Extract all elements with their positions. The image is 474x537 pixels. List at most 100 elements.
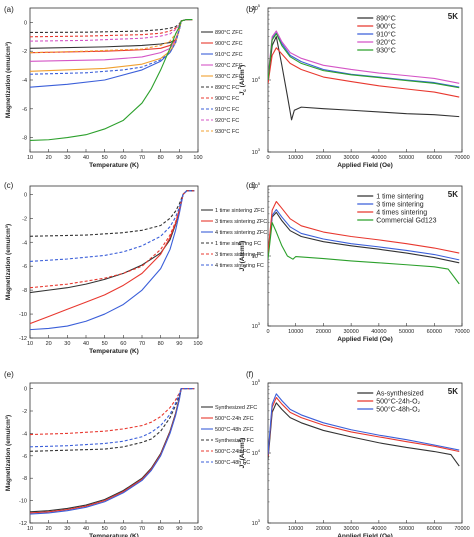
y-label-main: J bbox=[239, 464, 246, 468]
panel-letter-f: (f) bbox=[246, 370, 254, 379]
y-tick-label: -6 bbox=[22, 264, 27, 270]
y-tick-label: -4 bbox=[22, 78, 27, 84]
x-tick-label: 30 bbox=[64, 155, 70, 161]
legend-label: 500°C-48h-O₂ bbox=[376, 406, 420, 414]
x-tick-label: 0 bbox=[266, 155, 269, 161]
legend-label: 910°C ZFC bbox=[215, 52, 243, 58]
panel-letter-b: (b) bbox=[246, 5, 256, 14]
series-line bbox=[30, 190, 195, 289]
y-tick-label: -2 bbox=[22, 216, 27, 222]
y-tick-label: -12 bbox=[19, 336, 27, 342]
x-tick-label: 40 bbox=[83, 341, 89, 347]
x-tick-label: 50000 bbox=[399, 155, 414, 161]
y-tick-base: 10 bbox=[252, 451, 258, 457]
y-tick-label: -6 bbox=[22, 107, 27, 113]
legend-label: 930°C bbox=[376, 47, 396, 55]
y-tick-exp: 3 bbox=[258, 147, 261, 152]
x-axis-label: Applied Field (Oe) bbox=[337, 336, 393, 343]
y-tick-label: 105 bbox=[252, 181, 261, 190]
legend-label: 1 time sintering ZFC bbox=[215, 208, 265, 214]
x-tick-label: 40 bbox=[83, 155, 89, 161]
series-line bbox=[268, 200, 460, 254]
series-line bbox=[268, 47, 460, 98]
y-tick-base: 10 bbox=[252, 521, 258, 527]
legend-label: 500°C-24h ZFC bbox=[215, 416, 254, 422]
x-tick-label: 30000 bbox=[343, 526, 358, 532]
x-tick-label: 20000 bbox=[316, 155, 331, 161]
x-tick-label: 60000 bbox=[427, 526, 442, 532]
x-tick-label: 100 bbox=[193, 155, 202, 161]
legend-label: 920°C FC bbox=[215, 118, 239, 124]
x-tick-label: 50000 bbox=[399, 329, 414, 335]
panel-b: 0 10000 20000 30000 40000 50000 60000 700001031… bbox=[237, 3, 470, 169]
legend-label: 1 time sintering bbox=[376, 194, 424, 201]
y-tick-label: 0 bbox=[24, 192, 27, 198]
y-axis-label: Magnetization (emu/cm³) bbox=[5, 42, 12, 118]
x-tick-label: 20 bbox=[46, 341, 52, 347]
x-tick-label: 90 bbox=[176, 526, 182, 532]
panel-c: 10 20 30 40 50 60 70 80 90 100-12-10-8-6-4-20Temp… bbox=[5, 185, 267, 355]
y-tick-label: 105 bbox=[252, 3, 261, 12]
y-tick-exp: 4 bbox=[258, 75, 261, 80]
x-tick-label: 30000 bbox=[343, 329, 358, 335]
legend-label: 3 time sintering bbox=[376, 202, 424, 209]
series-line bbox=[268, 222, 460, 285]
x-tick-label: 50 bbox=[102, 341, 108, 347]
plot-frame bbox=[29, 185, 199, 339]
x-axis-label: Temperature (K) bbox=[89, 162, 139, 169]
legend-label: 910°C bbox=[376, 31, 396, 39]
legend-label: 4 times sintering FC bbox=[215, 263, 264, 269]
x-tick-label: 60 bbox=[120, 341, 126, 347]
y-tick-base: 10 bbox=[252, 381, 258, 387]
x-tick-label: 40000 bbox=[371, 155, 386, 161]
y-tick-label: 103 bbox=[252, 147, 261, 156]
legend-label: 500°C-24h FC bbox=[215, 449, 250, 455]
series-line bbox=[268, 402, 460, 467]
x-tick-label: 60000 bbox=[427, 155, 442, 161]
x-axis-label: Temperature (K) bbox=[89, 348, 139, 355]
x-axis-label: Applied Field (Oe) bbox=[337, 533, 393, 537]
x-tick-label: 30 bbox=[64, 526, 70, 532]
legend-label: Synthesized ZFC bbox=[215, 405, 257, 411]
legend-label: 1 time sintering FC bbox=[215, 241, 261, 247]
y-label-sup: 2 bbox=[237, 66, 242, 69]
y-tick-label: -4 bbox=[22, 431, 27, 437]
y-tick-base: 10 bbox=[252, 324, 258, 330]
panel-letter-a: (a) bbox=[4, 5, 14, 14]
legend-label: 930°C FC bbox=[215, 129, 239, 135]
y-label-sub: c bbox=[242, 265, 247, 268]
series-line bbox=[268, 36, 460, 121]
x-tick-label: 60 bbox=[120, 155, 126, 161]
x-tick-label: 30000 bbox=[343, 155, 358, 161]
legend-label: Synthesized FC bbox=[215, 438, 254, 444]
legend-label: 890°C FC bbox=[215, 85, 239, 91]
legend-label: 910°C FC bbox=[215, 107, 239, 113]
x-tick-label: 60000 bbox=[427, 329, 442, 335]
legend-label: 3 times sintering FC bbox=[215, 252, 264, 258]
panel-f: 0 10000 20000 30000 40000 50000 60000 700001031… bbox=[237, 378, 470, 537]
series-line bbox=[30, 388, 195, 448]
y-tick-label: 104 bbox=[252, 448, 261, 457]
y-tick-base: 10 bbox=[252, 184, 258, 190]
x-tick-label: 70000 bbox=[454, 155, 469, 161]
y-tick-base: 10 bbox=[252, 6, 258, 12]
panel-letter-c: (c) bbox=[4, 181, 14, 190]
y-tick-base: 10 bbox=[252, 78, 258, 84]
legend-label: 900°C FC bbox=[215, 96, 239, 102]
panel-letter-d: (d) bbox=[246, 181, 256, 190]
x-tick-label: 70000 bbox=[454, 526, 469, 532]
y-tick-exp: 4 bbox=[258, 251, 261, 256]
x-tick-label: 20000 bbox=[316, 526, 331, 532]
y-label-sub: c bbox=[242, 462, 247, 465]
x-tick-label: 80 bbox=[158, 526, 164, 532]
y-label-rest: (A/cm bbox=[239, 69, 246, 89]
x-tick-label: 20 bbox=[46, 155, 52, 161]
temperature-tag: 5K bbox=[448, 12, 458, 21]
x-tick-label: 10000 bbox=[288, 329, 303, 335]
y-label-close: ) bbox=[239, 65, 246, 67]
y-tick-label: 103 bbox=[252, 321, 261, 330]
x-tick-label: 50 bbox=[102, 155, 108, 161]
y-tick-label: -6 bbox=[22, 454, 27, 460]
series-line bbox=[30, 18, 193, 75]
y-tick-exp: 3 bbox=[258, 518, 261, 523]
